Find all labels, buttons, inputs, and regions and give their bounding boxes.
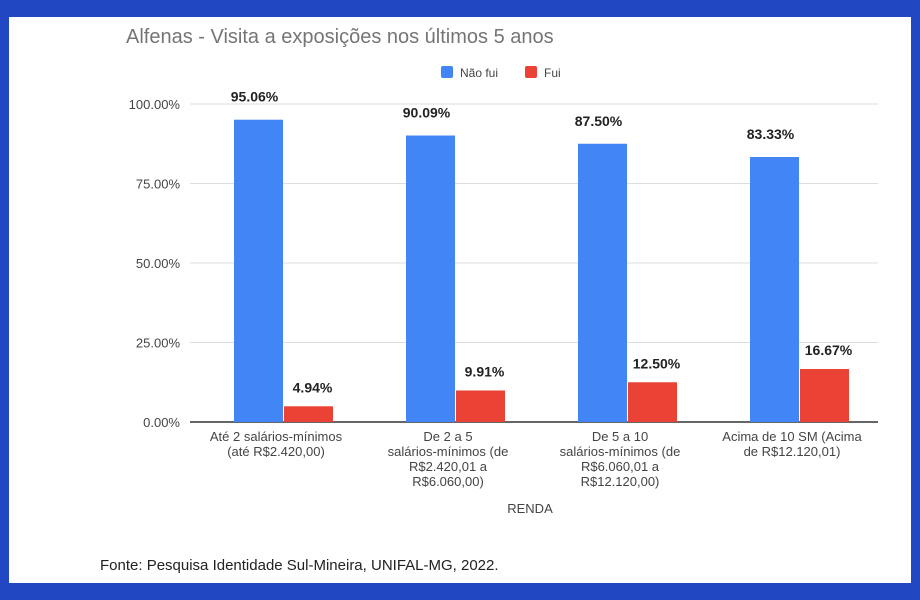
- x-tick-label: salários-mínimos (de: [388, 444, 509, 459]
- x-tick-label: (até R$2.420,00): [227, 444, 325, 459]
- legend-label: Não fui: [460, 66, 498, 80]
- legend-label: Fui: [544, 66, 561, 80]
- bar-não-fui: [750, 157, 799, 422]
- data-label: 12.50%: [633, 355, 681, 371]
- y-tick-label: 75.00%: [136, 177, 181, 192]
- bar-não-fui: [578, 143, 627, 422]
- data-label: 95.06%: [231, 89, 279, 105]
- bar-fui: [628, 382, 677, 422]
- chart-title: Alfenas - Visita a exposições nos último…: [126, 26, 554, 48]
- x-tick-label: De 5 a 10: [592, 429, 648, 444]
- data-label: 90.09%: [403, 105, 451, 121]
- data-label: 16.67%: [805, 342, 853, 358]
- legend-swatch: [525, 66, 537, 78]
- x-tick-label: Até 2 salários-mínimos: [210, 429, 343, 444]
- source-note: Fonte: Pesquisa Identidade Sul-Mineira, …: [100, 557, 499, 574]
- x-axis-title: RENDA: [507, 501, 553, 516]
- bar-fui: [456, 390, 505, 422]
- x-tick-label: R$6.060,00): [412, 474, 484, 489]
- x-tick-label: salários-mínimos (de: [560, 444, 681, 459]
- x-tick-label: R$12.120,00): [581, 474, 660, 489]
- data-label: 83.33%: [747, 126, 795, 142]
- x-tick-label: Acima de 10 SM (Acima: [722, 429, 862, 444]
- y-tick-label: 100.00%: [129, 97, 181, 112]
- x-tick-label: R$2.420,01 a: [409, 459, 488, 474]
- data-label: 9.91%: [465, 363, 505, 379]
- bar-fui: [800, 368, 849, 422]
- bar-não-fui: [406, 135, 455, 422]
- y-tick-label: 0.00%: [143, 415, 180, 430]
- y-tick-label: 50.00%: [136, 256, 181, 271]
- x-tick-label: de R$12.120,01): [744, 444, 841, 459]
- data-label: 87.50%: [575, 113, 623, 129]
- data-label: 4.94%: [293, 379, 333, 395]
- bar-fui: [284, 406, 333, 422]
- bar-não-fui: [234, 119, 283, 422]
- x-tick-label: De 2 a 5: [423, 429, 472, 444]
- y-tick-label: 25.00%: [136, 336, 181, 351]
- legend-swatch: [441, 66, 453, 78]
- x-tick-label: R$6.060,01 a: [581, 459, 660, 474]
